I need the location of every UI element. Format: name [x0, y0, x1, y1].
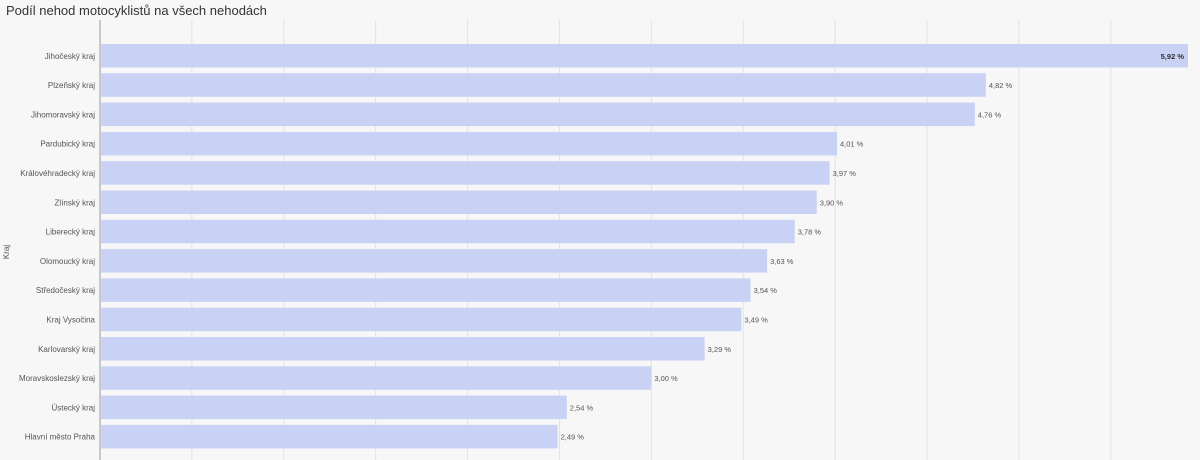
category-label: Olomoucký kraj [40, 257, 95, 266]
y-axis-label: Kraj [2, 245, 11, 259]
bar [101, 366, 652, 390]
bar [101, 44, 1188, 68]
category-label: Plzeňský kraj [48, 81, 95, 90]
bar [101, 307, 742, 332]
data-label: 3,29 % [708, 345, 732, 354]
category-label: Jihomoravský kraj [31, 110, 95, 119]
category-label: Liberecký kraj [46, 228, 96, 237]
bar [101, 395, 567, 420]
data-label: 2,49 % [561, 433, 585, 442]
category-label: Hlavní město Praha [25, 433, 96, 442]
category-label: Ústecký kraj [51, 403, 95, 412]
bar [101, 219, 795, 244]
category-label: Pardubický kraj [40, 140, 95, 149]
data-label: 3,00 % [654, 374, 678, 383]
bar [101, 102, 975, 127]
data-label: 3,97 % [833, 169, 857, 178]
category-labels: Jihočeský kraj Plzeňský kraj Jihomoravský … [19, 52, 96, 442]
data-label: 3,54 % [754, 286, 778, 295]
data-label: 3,78 % [798, 228, 822, 237]
category-label: Moravskoslezský kraj [19, 374, 95, 383]
data-label: 3,63 % [770, 257, 794, 266]
category-label: Středočeský kraj [36, 286, 95, 295]
bar [101, 161, 830, 185]
bar [101, 190, 817, 214]
category-label: Karlovarský kraj [38, 345, 95, 354]
bar [101, 249, 768, 273]
data-label: 2,54 % [570, 403, 594, 412]
bar [101, 131, 837, 156]
chart-title: Podíl nehod motocyklistů na všech nehodá… [6, 3, 267, 18]
category-label: Kraj Vysočina [46, 315, 95, 324]
bar [101, 278, 751, 302]
data-label: 4,01 % [840, 140, 864, 149]
value-labels: 5,92 % 4,82 % 4,76 % 4,01 % 3,97 % 3,90 % 3,78… [561, 52, 1185, 442]
data-label: 3,90 % [820, 198, 844, 207]
data-label: 5,92 % [1161, 52, 1185, 61]
category-label: Zlínský kraj [55, 198, 96, 207]
data-label: 3,49 % [744, 315, 768, 324]
bar [101, 73, 986, 97]
category-label: Královéhradecký kraj [20, 169, 95, 178]
bars [101, 44, 1188, 449]
data-label: 4,76 % [978, 110, 1002, 119]
category-label: Jihočeský kraj [45, 52, 95, 61]
bar [101, 337, 705, 361]
bar [101, 424, 558, 449]
data-label: 4,82 % [989, 81, 1013, 90]
